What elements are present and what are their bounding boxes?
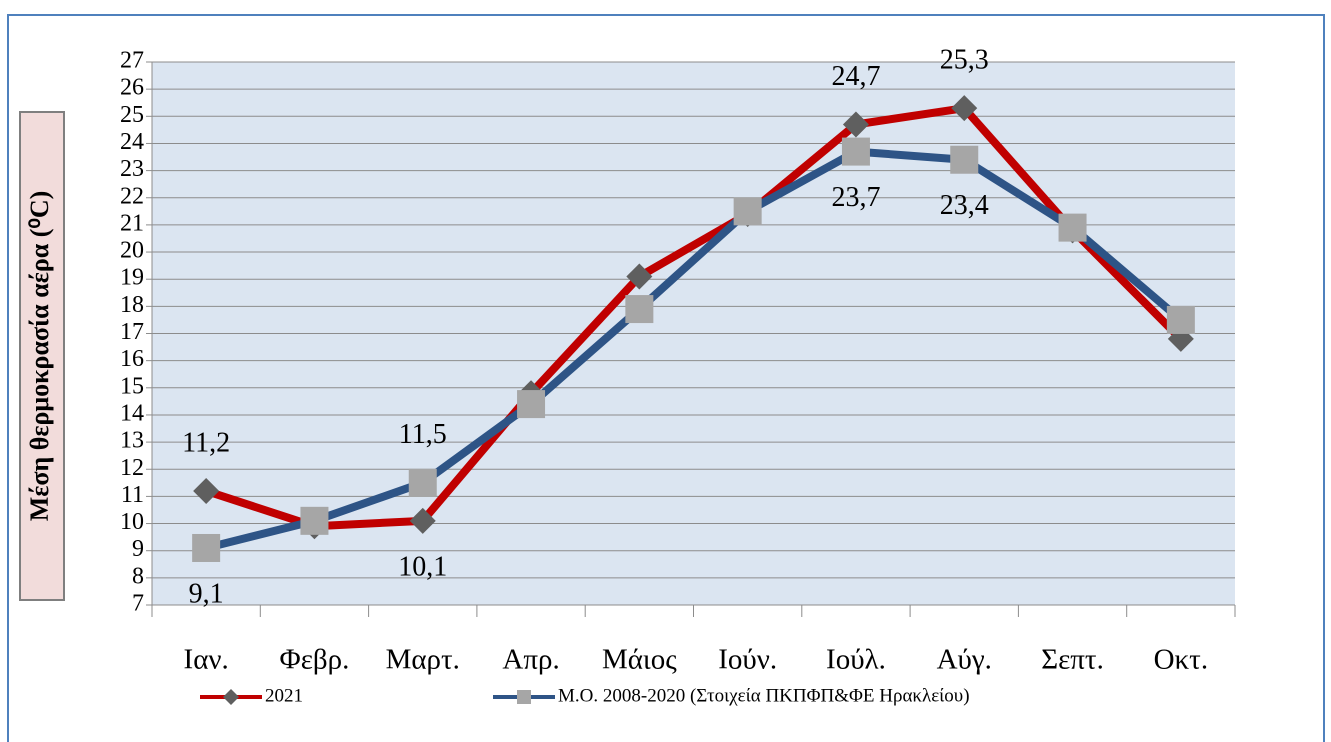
x-tick-label: Ιούλ. [826,644,886,676]
y-tick-label: 27 [120,48,144,74]
data-label: 24,7 [831,61,880,92]
y-tick-label: 9 [132,536,144,562]
x-tick-label: Μάιος [602,644,677,676]
x-tick-label: Μαρτ. [386,644,460,676]
y-label-box [19,111,65,601]
marker [409,507,436,534]
x-tick-label: Φεβρ. [280,644,350,676]
marker [300,506,329,535]
series-line [204,104,1184,531]
y-tick-label: 17 [120,319,144,345]
y-tick-label: 22 [120,183,144,209]
marker [733,197,762,226]
y-tick-label: 20 [120,238,144,264]
marker [950,145,979,174]
y-tick-label: 16 [120,346,144,372]
marker [1166,305,1195,334]
x-tick-label: Ιαν. [184,644,229,676]
frame [7,14,1325,742]
y-tick-label: 11 [121,482,144,508]
legend-marker [223,689,239,705]
y-tick-label: 15 [120,373,144,399]
y-tick-label: 14 [120,400,144,426]
legend-label: Μ.Ο. 2008-2020 (Στοιχεία ΠΚΠΦΠ&ΦΕ Ηρακλε… [558,685,970,706]
data-label: 10,1 [398,551,447,582]
marker [517,390,546,419]
y-tick-label: 23 [120,156,144,182]
series-line [205,147,1184,552]
x-tick-label: Σεπτ. [1041,644,1104,676]
data-label: 11,5 [399,419,447,450]
marker [626,263,653,290]
marker [193,477,220,504]
y-axis-label: Μέση θερμοκρασία αέρα (⁰C) [25,191,54,522]
data-label: 9,1 [189,578,224,609]
y-tick-label: 26 [120,75,144,101]
x-tick-label: Ιούν. [718,644,777,676]
legend-marker [517,690,531,704]
marker [841,137,870,166]
x-tick-label: Απρ. [502,644,559,676]
marker [192,533,221,562]
y-tick-label: 8 [132,563,144,589]
y-tick-label: 19 [120,265,144,291]
x-tick-label: Αύγ. [937,644,992,676]
x-tick-label: Οκτ. [1154,644,1208,676]
marker [1058,213,1087,242]
marker [951,95,978,122]
data-label: 11,2 [182,427,230,458]
data-label: 23,4 [940,190,989,221]
legend-label: 2021 [265,685,303,706]
y-tick-label: 12 [120,455,144,481]
y-tick-label: 25 [120,102,144,128]
marker [625,295,654,324]
y-tick-label: 7 [132,591,144,617]
marker [842,111,869,138]
data-label: 25,3 [940,45,989,76]
y-tick-label: 24 [120,129,144,155]
y-tick-label: 18 [120,292,144,318]
data-label: 23,7 [831,182,880,213]
marker [408,468,437,497]
y-tick-label: 13 [120,428,144,454]
y-tick-label: 10 [120,509,144,535]
y-tick-label: 21 [120,210,144,236]
